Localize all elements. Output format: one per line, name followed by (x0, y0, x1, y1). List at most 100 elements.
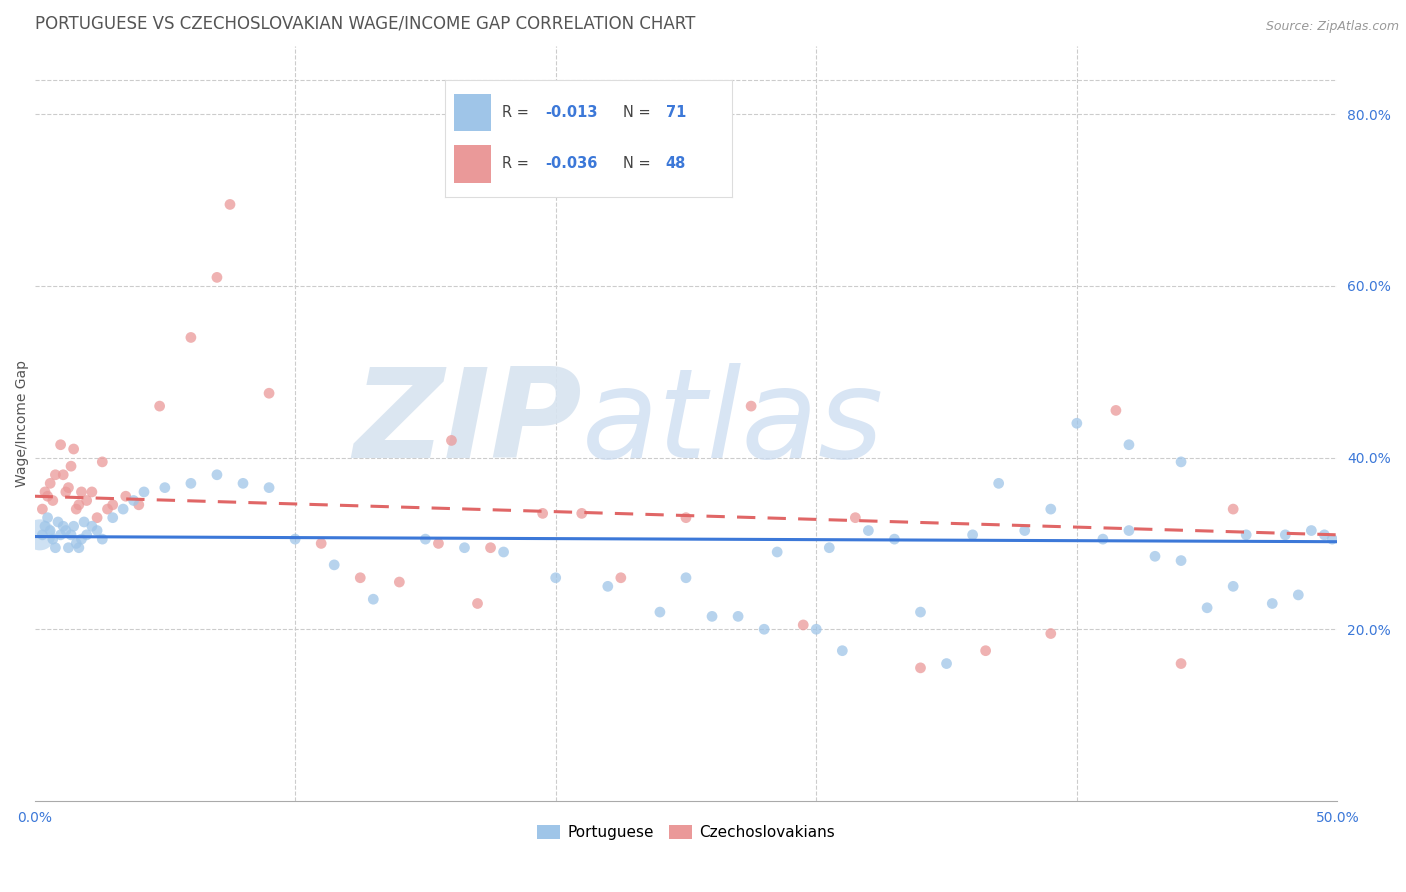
Point (65, 536, 87, 550)
Point (544, 571, 567, 585)
Point (610, 571, 633, 585)
Point (37, 510, 59, 524)
Point (1118, 524, 1140, 538)
Point (205, 467, 228, 482)
Point (1222, 579, 1244, 593)
Point (257, 386, 280, 401)
Point (323, 558, 346, 572)
Point (309, 536, 332, 550)
Point (31, 502, 53, 516)
Point (935, 657, 957, 671)
Point (34, 519, 56, 533)
Point (792, 618, 814, 632)
Point (86, 510, 108, 524)
Point (73, 515, 96, 529)
Point (479, 541, 502, 555)
Point (675, 571, 697, 585)
Point (727, 609, 749, 624)
Point (39, 476, 62, 491)
Point (492, 545, 515, 559)
Point (1197, 600, 1219, 615)
Text: Source: ZipAtlas.com: Source: ZipAtlas.com (1265, 20, 1399, 33)
Point (1274, 528, 1296, 542)
Point (987, 476, 1010, 491)
Point (86, 524, 108, 538)
Point (70, 484, 93, 499)
Point (1301, 524, 1323, 538)
Point (58, 481, 80, 495)
Point (28, 528, 51, 542)
Point (766, 545, 789, 559)
Text: PORTUGUESE VS CZECHOSLOVAKIAN WAGE/INCOME GAP CORRELATION CHART: PORTUGUESE VS CZECHOSLOVAKIAN WAGE/INCOM… (35, 15, 695, 33)
Point (67, 498, 90, 512)
Point (752, 622, 775, 636)
Point (648, 605, 671, 619)
Text: ZIP: ZIP (353, 363, 582, 483)
Point (1143, 549, 1166, 564)
Point (128, 498, 150, 512)
Point (1014, 524, 1036, 538)
Point (34, 484, 56, 499)
Point (96, 502, 118, 516)
Point (1322, 532, 1344, 546)
Point (1039, 502, 1062, 516)
Point (132, 484, 155, 499)
Point (1234, 528, 1257, 542)
Point (1118, 438, 1140, 452)
Point (52, 519, 75, 533)
Point (49, 528, 72, 542)
Point (62, 442, 84, 456)
Point (44, 541, 66, 555)
Point (910, 605, 932, 619)
Point (101, 498, 124, 512)
Point (76, 528, 98, 542)
Point (1039, 626, 1062, 640)
Point (974, 643, 997, 657)
Point (1170, 657, 1192, 671)
Point (349, 571, 371, 585)
Point (55, 484, 77, 499)
Point (91, 532, 114, 546)
Point (42, 532, 65, 546)
Point (39, 524, 62, 538)
Point (219, 197, 242, 211)
Point (453, 541, 475, 555)
Point (806, 622, 828, 636)
Point (1286, 588, 1309, 602)
Point (1222, 502, 1244, 516)
Point (42, 493, 65, 508)
Point (55, 524, 77, 538)
Point (31, 528, 53, 542)
Point (1261, 597, 1284, 611)
Point (180, 476, 202, 491)
Point (440, 434, 463, 448)
Point (65, 502, 87, 516)
Point (596, 579, 619, 593)
Point (60, 459, 83, 474)
Point (910, 661, 932, 675)
Point (571, 507, 593, 521)
Point (67, 541, 90, 555)
Point (37, 489, 59, 503)
Point (112, 502, 135, 516)
Point (1170, 553, 1192, 567)
Point (153, 481, 176, 495)
Point (257, 481, 280, 495)
Point (62, 519, 84, 533)
Y-axis label: Wage/Income Gap: Wage/Income Gap (15, 359, 30, 487)
Point (531, 507, 554, 521)
Point (740, 399, 762, 413)
Point (818, 541, 841, 555)
Point (962, 528, 984, 542)
Point (205, 270, 228, 285)
Legend: Portuguese, Czechoslovakians: Portuguese, Czechoslovakians (530, 819, 841, 847)
Point (91, 455, 114, 469)
Point (858, 524, 880, 538)
Point (101, 510, 124, 524)
Point (415, 532, 437, 546)
Point (1170, 455, 1192, 469)
Point (363, 592, 385, 607)
Point (1105, 403, 1128, 417)
Point (49, 438, 72, 452)
Point (831, 643, 853, 657)
